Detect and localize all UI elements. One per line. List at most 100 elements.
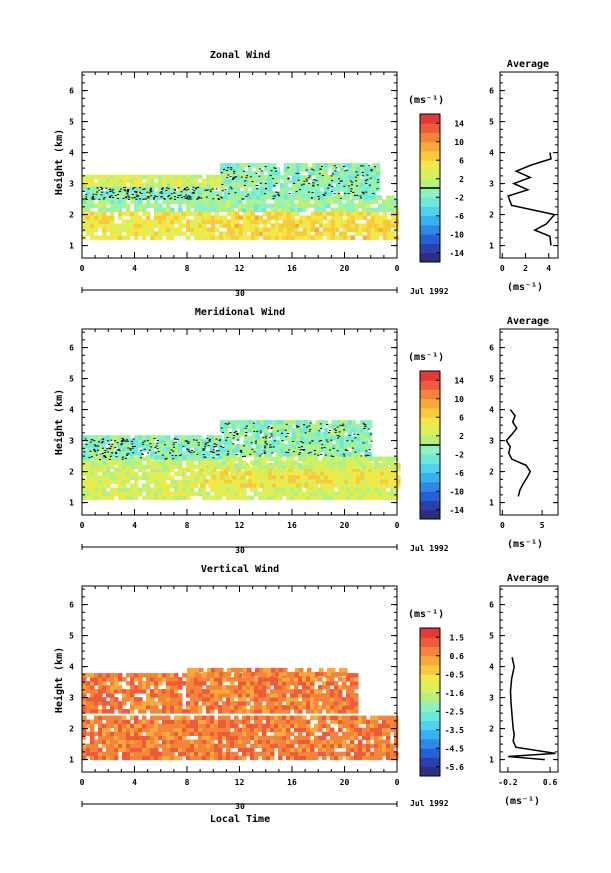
heatmap-cell bbox=[374, 739, 379, 745]
heatmap-cell bbox=[354, 755, 359, 761]
heatmap-cell bbox=[262, 227, 268, 232]
heatmap-cell bbox=[271, 195, 277, 200]
heatmap-cell bbox=[90, 491, 95, 496]
heatmap-cell bbox=[346, 211, 352, 216]
heatmap-cell bbox=[378, 487, 383, 492]
heatmap-cell bbox=[323, 183, 329, 188]
heatmap-cell bbox=[190, 460, 195, 465]
heatmap-cell bbox=[170, 187, 175, 192]
heatmap-cell bbox=[206, 723, 211, 729]
contour-mark bbox=[176, 197, 179, 198]
heatmap-cell bbox=[204, 479, 209, 484]
heatmap-cell bbox=[194, 483, 199, 488]
heatmap-cell bbox=[198, 227, 203, 232]
average-y-tick-label: 3 bbox=[489, 437, 494, 446]
heatmap-cell bbox=[186, 227, 191, 232]
heatmap-cell bbox=[162, 182, 167, 188]
heatmap-cell bbox=[200, 479, 205, 484]
contour-mark bbox=[244, 427, 247, 429]
heatmap-cell bbox=[262, 235, 268, 240]
heatmap-cell bbox=[98, 491, 103, 496]
heatmap-cell bbox=[190, 199, 195, 204]
heatmap-cell bbox=[380, 479, 385, 484]
heatmap-cell bbox=[371, 195, 377, 200]
heatmap-cell bbox=[378, 723, 383, 729]
heatmap-cell bbox=[138, 227, 143, 232]
heatmap-cell bbox=[266, 747, 271, 753]
contour-mark bbox=[180, 191, 183, 193]
heatmap-cell bbox=[194, 439, 199, 444]
heatmap-cell bbox=[166, 751, 171, 757]
heatmap-cell bbox=[260, 471, 265, 476]
contour-mark bbox=[177, 187, 180, 189]
colorbar-segment bbox=[420, 491, 440, 501]
contour-mark bbox=[148, 449, 151, 451]
heatmap-cell bbox=[174, 199, 179, 204]
heatmap-cell bbox=[350, 223, 356, 228]
heatmap-cell bbox=[348, 467, 353, 472]
heatmap-cell bbox=[355, 163, 361, 168]
heatmap-cell bbox=[90, 747, 95, 753]
contour-mark bbox=[285, 423, 288, 425]
heatmap-cell bbox=[310, 215, 316, 220]
heatmap-cell bbox=[178, 467, 183, 472]
contour-mark bbox=[303, 449, 306, 451]
heatmap-cell bbox=[350, 731, 355, 737]
heatmap-cell bbox=[158, 743, 163, 749]
contour-mark bbox=[311, 192, 314, 193]
heatmap-cell bbox=[118, 435, 123, 440]
heatmap-cell bbox=[351, 440, 357, 445]
heatmap-cell bbox=[291, 428, 297, 433]
heatmap-cell bbox=[362, 199, 367, 204]
heatmap-cell bbox=[94, 451, 99, 456]
heatmap-cell bbox=[252, 479, 257, 484]
heatmap-cell bbox=[235, 167, 241, 172]
heatmap-cell bbox=[340, 483, 345, 488]
y-tick-label: 3 bbox=[69, 180, 74, 189]
contour-mark bbox=[93, 449, 96, 451]
heatmap-cell bbox=[282, 227, 288, 232]
heatmap-cell bbox=[182, 491, 187, 496]
heatmap-cell bbox=[394, 727, 399, 733]
contour-mark bbox=[192, 451, 195, 453]
heatmap-cell bbox=[182, 215, 187, 220]
heatmap-cell bbox=[186, 443, 191, 448]
heatmap-cell bbox=[110, 751, 115, 757]
heatmap-cell bbox=[307, 183, 313, 188]
contour-mark bbox=[153, 197, 156, 199]
heatmap-cell bbox=[150, 677, 155, 682]
heatmap-cell bbox=[263, 191, 269, 196]
heatmap-cell bbox=[375, 163, 381, 168]
heatmap-cell bbox=[210, 447, 215, 452]
contour-mark bbox=[362, 193, 365, 195]
heatmap-cell bbox=[351, 444, 357, 449]
heatmap-cell bbox=[331, 179, 337, 184]
heatmap-cell bbox=[146, 227, 151, 232]
heatmap-cell bbox=[122, 677, 127, 682]
heatmap-cell bbox=[158, 677, 163, 682]
heatmap-cell bbox=[114, 235, 119, 240]
heatmap-cell bbox=[166, 735, 171, 741]
heatmap-cell bbox=[358, 199, 363, 204]
heatmap-cell bbox=[231, 183, 237, 188]
heatmap-cell bbox=[311, 424, 317, 429]
heatmap-cell bbox=[278, 464, 283, 469]
heatmap-cell bbox=[118, 715, 123, 721]
heatmap-cell bbox=[198, 487, 203, 492]
heatmap-cell bbox=[352, 475, 357, 480]
heatmap-cell bbox=[371, 179, 377, 184]
heatmap-cell bbox=[311, 187, 317, 192]
heatmap-cell bbox=[206, 195, 211, 200]
contour-mark bbox=[192, 439, 195, 441]
contour-mark bbox=[173, 438, 176, 440]
heatmap-cell bbox=[114, 727, 119, 733]
heatmap-cell bbox=[126, 475, 131, 480]
heatmap-cell bbox=[102, 673, 107, 678]
heatmap-cell bbox=[242, 739, 247, 745]
heatmap-cell bbox=[154, 689, 159, 694]
heatmap-cell bbox=[390, 203, 395, 208]
average-y-tick-label: 2 bbox=[489, 468, 494, 477]
heatmap-cell bbox=[130, 693, 135, 698]
heatmap-cell bbox=[314, 743, 319, 749]
heatmap-cell bbox=[326, 731, 331, 737]
